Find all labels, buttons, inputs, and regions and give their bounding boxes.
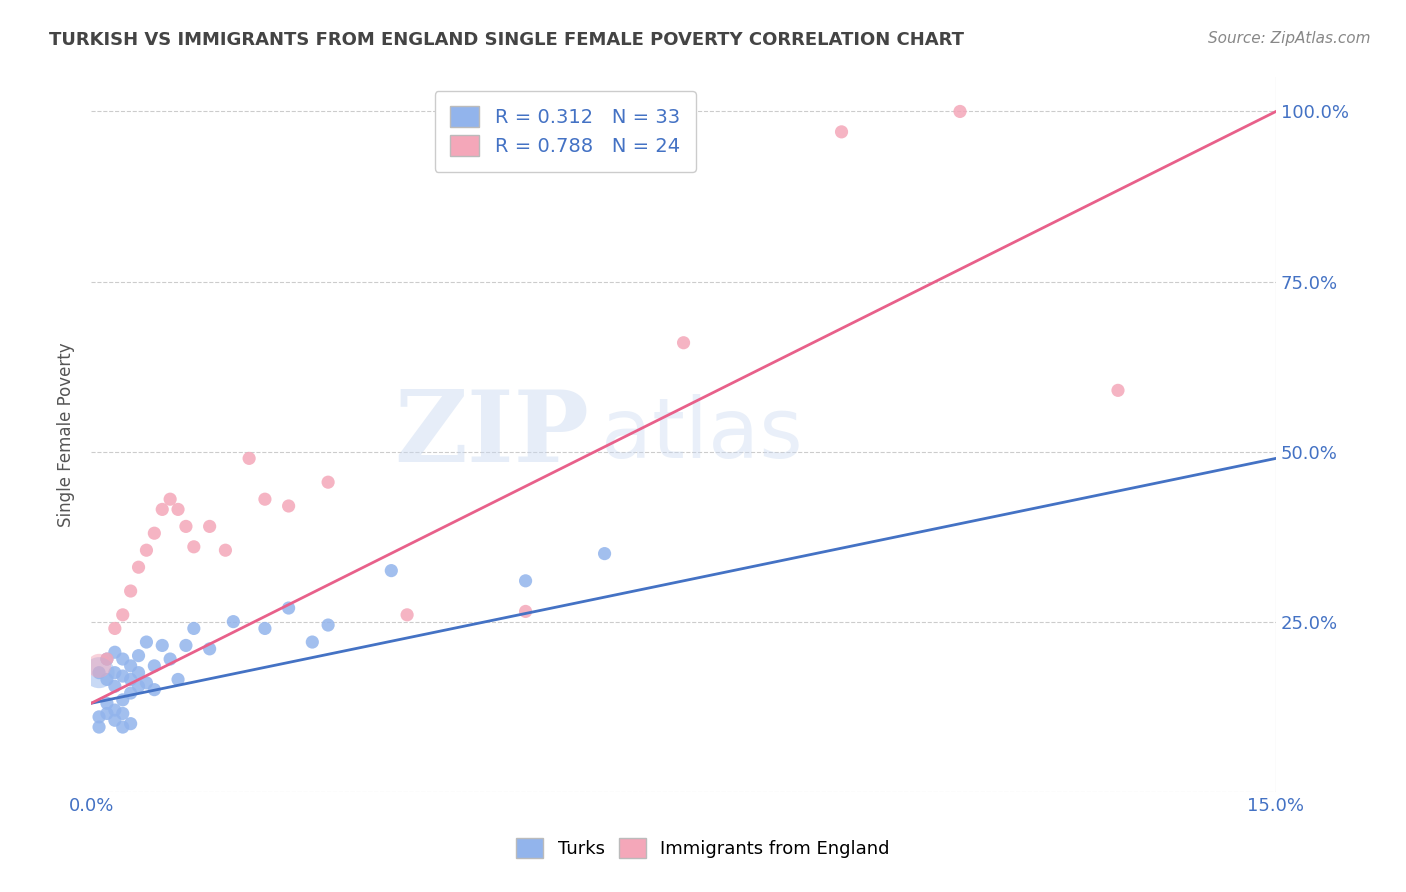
Point [111,706,134,721]
Point [128,679,150,693]
Point [104,645,127,659]
Point [949,104,972,119]
Point [515,574,537,588]
Point [135,676,157,690]
Point [87,665,110,680]
Point [183,622,205,636]
Point [515,604,537,618]
Point [120,686,142,700]
Legend: Turks, Immigrants from England: Turks, Immigrants from England [508,829,898,867]
Point [87,720,110,734]
Point [214,543,236,558]
Point [143,658,166,673]
Point [96,652,118,666]
Point [159,652,181,666]
Point [277,601,299,615]
Point [396,607,419,622]
Point [253,622,276,636]
Point [104,622,127,636]
Point [135,543,157,558]
Point [104,679,127,693]
Point [111,720,134,734]
Text: atlas: atlas [600,394,803,475]
Point [104,703,127,717]
Point [96,652,118,666]
Point [128,560,150,574]
Point [128,648,150,663]
Point [104,665,127,680]
Point [253,492,276,507]
Point [174,519,197,533]
Point [111,669,134,683]
Point [104,713,127,727]
Point [87,658,110,673]
Y-axis label: Single Female Poverty: Single Female Poverty [58,343,75,527]
Point [316,475,339,490]
Point [183,540,205,554]
Point [120,658,142,673]
Point [120,673,142,687]
Point [672,335,695,350]
Point [143,682,166,697]
Legend: R = 0.312   N = 33, R = 0.788   N = 24: R = 0.312 N = 33, R = 0.788 N = 24 [434,91,696,172]
Point [135,635,157,649]
Point [277,499,299,513]
Point [593,547,616,561]
Point [167,673,190,687]
Text: TURKISH VS IMMIGRANTS FROM ENGLAND SINGLE FEMALE POVERTY CORRELATION CHART: TURKISH VS IMMIGRANTS FROM ENGLAND SINGL… [49,31,965,49]
Point [87,710,110,724]
Point [120,584,142,599]
Point [96,696,118,710]
Point [159,492,181,507]
Text: ZIP: ZIP [394,386,589,483]
Point [96,673,118,687]
Point [831,125,853,139]
Point [198,641,221,656]
Point [222,615,245,629]
Point [167,502,190,516]
Point [380,564,402,578]
Point [120,716,142,731]
Point [150,502,173,516]
Point [111,607,134,622]
Point [111,652,134,666]
Point [87,665,110,680]
Point [96,706,118,721]
Text: Source: ZipAtlas.com: Source: ZipAtlas.com [1208,31,1371,46]
Point [143,526,166,541]
Point [1107,384,1129,398]
Point [128,665,150,680]
Point [198,519,221,533]
Point [238,451,260,466]
Point [111,693,134,707]
Point [150,639,173,653]
Point [316,618,339,632]
Point [301,635,323,649]
Point [174,639,197,653]
